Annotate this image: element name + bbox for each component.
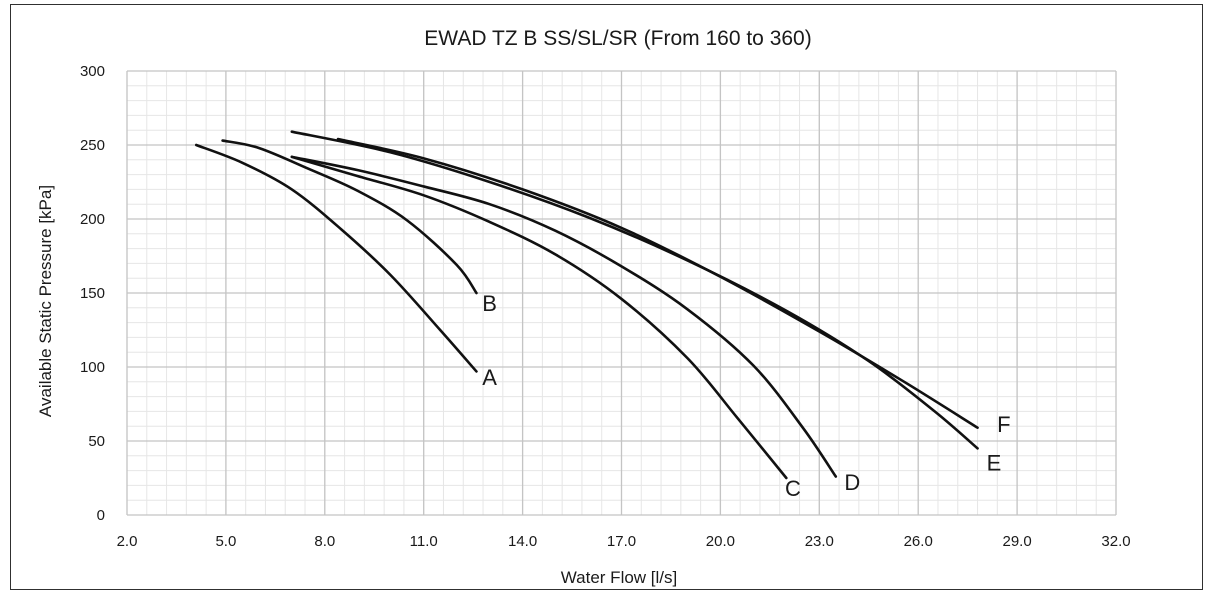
chart-title: EWAD TZ B SS/SL/SR (From 160 to 360) [424,27,811,50]
curve-label-e: E [987,451,1002,476]
y-tick-label: 300 [80,63,105,80]
curve-labels: A B C D EF [482,291,1010,501]
y-axis-label: Available Static Pressure [kPa] [36,185,55,417]
series-lines [194,130,979,480]
series-line-d [290,155,838,478]
x-tick-label: 26.0 [904,533,933,550]
x-tick-label: 20.0 [706,533,735,550]
y-tick-label: 100 [80,359,105,376]
series-line-c [290,155,788,480]
curve-label-d: D [844,470,860,495]
series-line-f [336,137,979,429]
curve-label-c: C [785,476,801,501]
x-tick-label: 32.0 [1101,533,1130,550]
y-tick-label: 200 [80,211,105,228]
x-tick-label: 5.0 [215,533,236,550]
curve-label-f: F [997,412,1010,437]
x-tick-label: 29.0 [1002,533,1031,550]
x-tick-label: 2.0 [117,533,138,550]
series-line-b [221,139,478,295]
x-tick-label: 11.0 [410,533,438,550]
tick-labels: 2.0 5.0 8.0 11.0 14.0 17.0 20.0 23.0 26.0 29.0 32.… [80,63,1131,550]
series-line-a [194,143,478,373]
y-tick-label: 150 [80,285,105,302]
x-axis-label: Water Flow [l/s] [561,568,678,587]
chart-frame: 2.0 5.0 8.0 11.0 14.0 17.0 20.0 23.0 26.0 29.0 32.… [10,4,1203,590]
line-chart: 2.0 5.0 8.0 11.0 14.0 17.0 20.0 23.0 26.0 29.0 32.… [36,27,1131,587]
x-tick-label: 23.0 [805,533,834,550]
curve-label-b: B [482,291,497,316]
y-tick-label: 50 [88,433,105,450]
y-tick-label: 0 [97,507,105,524]
x-tick-label: 17.0 [607,533,636,550]
x-tick-label: 8.0 [314,533,335,550]
y-tick-label: 250 [80,137,105,154]
x-tick-label: 14.0 [508,533,537,550]
curve-label-a: A [482,365,497,390]
major-grid [126,70,1117,516]
